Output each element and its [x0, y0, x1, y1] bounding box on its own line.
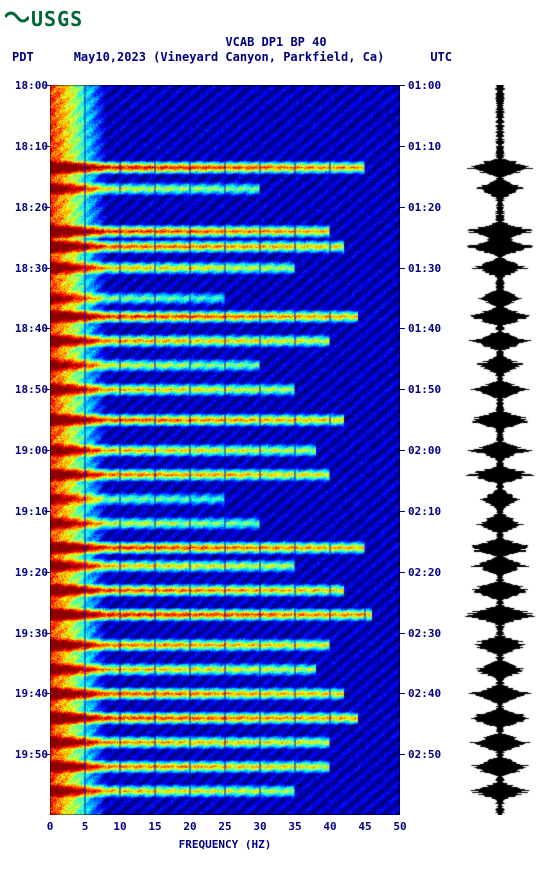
y-right-tick: 02:20 — [408, 566, 448, 579]
y-left-tick: 19:10 — [10, 505, 48, 518]
x-tick: 5 — [75, 820, 95, 833]
y-right-tick: 02:40 — [408, 687, 448, 700]
x-tick: 50 — [390, 820, 410, 833]
y-right-tick: 01:50 — [408, 383, 448, 396]
y-left-tick: 18:20 — [10, 201, 48, 214]
x-tick: 35 — [285, 820, 305, 833]
x-axis-label: FREQUENCY (HZ) — [50, 838, 400, 851]
y-left-tick: 19:40 — [10, 687, 48, 700]
logo-wave-icon — [5, 5, 29, 33]
y-left-tick: 19:30 — [10, 627, 48, 640]
y-left-tick: 18:10 — [10, 140, 48, 153]
spectrogram-chart — [50, 85, 400, 815]
y-right-tick: 01:40 — [408, 322, 448, 335]
x-tick: 40 — [320, 820, 340, 833]
date-location: May10,2023 (Vineyard Canyon, Parkfield, … — [74, 50, 385, 64]
logo-text: USGS — [31, 7, 83, 31]
usgs-logo: USGS — [5, 5, 83, 33]
y-left-tick: 19:00 — [10, 444, 48, 457]
y-right-tick: 01:30 — [408, 262, 448, 275]
x-tick: 15 — [145, 820, 165, 833]
x-tick: 25 — [215, 820, 235, 833]
y-right-tick: 02:10 — [408, 505, 448, 518]
y-left-tick: 18:00 — [10, 79, 48, 92]
chart-subtitle: PDT May10,2023 (Vineyard Canyon, Parkfie… — [12, 50, 452, 64]
waveform-chart — [460, 85, 540, 815]
y-right-tick: 01:20 — [408, 201, 448, 214]
x-tick: 30 — [250, 820, 270, 833]
left-tz-label: PDT — [12, 50, 34, 64]
y-right-tick: 02:30 — [408, 627, 448, 640]
right-tz-label: UTC — [430, 50, 452, 64]
y-right-tick: 01:10 — [408, 140, 448, 153]
x-tick: 0 — [40, 820, 60, 833]
y-left-tick: 19:20 — [10, 566, 48, 579]
chart-title: VCAB DP1 BP 40 — [0, 35, 552, 49]
x-tick: 10 — [110, 820, 130, 833]
y-left-tick: 19:50 — [10, 748, 48, 761]
y-left-tick: 18:30 — [10, 262, 48, 275]
y-right-tick: 02:50 — [408, 748, 448, 761]
y-left-tick: 18:50 — [10, 383, 48, 396]
y-right-tick: 01:00 — [408, 79, 448, 92]
x-tick: 20 — [180, 820, 200, 833]
x-tick: 45 — [355, 820, 375, 833]
y-left-tick: 18:40 — [10, 322, 48, 335]
y-right-tick: 02:00 — [408, 444, 448, 457]
